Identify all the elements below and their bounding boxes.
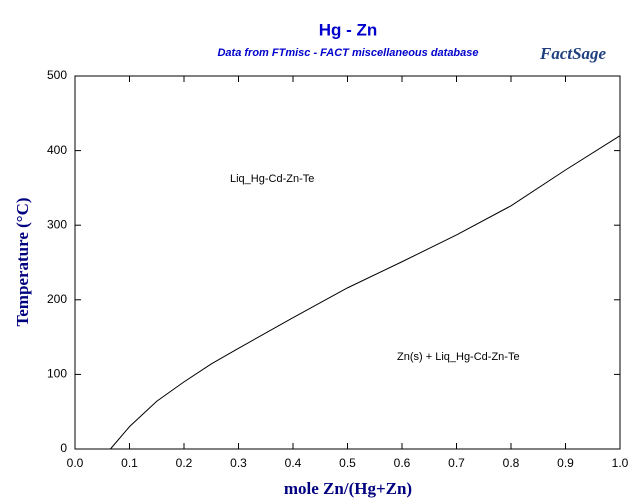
plot-frame bbox=[74, 75, 621, 450]
y-tick-label: 400 bbox=[47, 143, 67, 157]
line bbox=[110, 135, 621, 450]
y-tick-label: 0 bbox=[60, 441, 67, 455]
logo: FactSage bbox=[539, 44, 607, 63]
y-axis-label: Temperature (°C) bbox=[13, 197, 32, 326]
chart-title: Hg - Zn bbox=[319, 20, 378, 39]
x-tick-label: 0.8 bbox=[503, 456, 520, 470]
x-tick-label: 1.0 bbox=[612, 456, 629, 470]
x-tick-label: 0.0 bbox=[67, 456, 84, 470]
x-tick-label: 0.6 bbox=[394, 456, 411, 470]
y-tick-label: 200 bbox=[47, 292, 67, 306]
y-tick-label: 100 bbox=[47, 367, 67, 381]
chart-subtitle: Data from FTmisc - FACT miscellaneous da… bbox=[217, 47, 478, 59]
x-axis-label: mole Zn/(Hg+Zn) bbox=[284, 479, 412, 498]
y-tick-label: 300 bbox=[47, 217, 67, 231]
x-tick-label: 0.9 bbox=[557, 456, 574, 470]
x-tick-label: 0.7 bbox=[448, 456, 465, 470]
y-tick-label: 500 bbox=[47, 68, 67, 82]
x-tick-label: 0.5 bbox=[339, 456, 356, 470]
x-tick-label: 0.2 bbox=[176, 456, 193, 470]
x-tick-label: 0.3 bbox=[230, 456, 247, 470]
x-tick-label: 0.1 bbox=[121, 456, 138, 470]
x-tick-label: 0.4 bbox=[285, 456, 302, 470]
annotation: Zn(s) + Liq_Hg-Cd-Zn-Te bbox=[397, 351, 520, 363]
annotation: Liq_Hg-Cd-Zn-Te bbox=[230, 173, 314, 185]
